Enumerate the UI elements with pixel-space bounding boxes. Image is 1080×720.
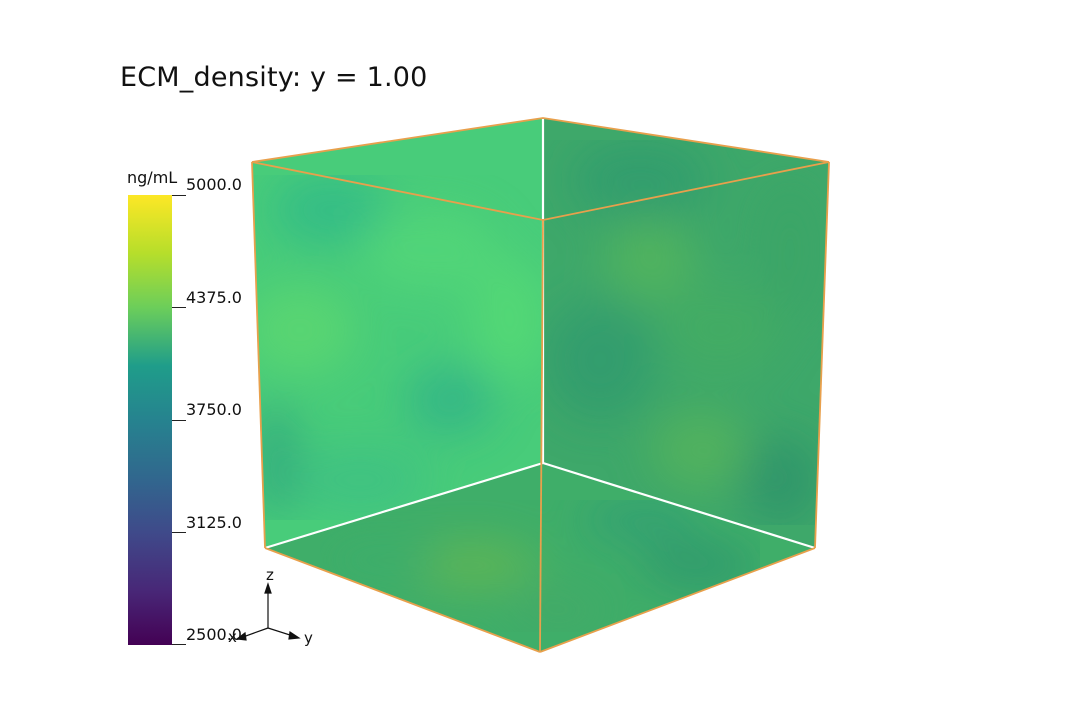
colorbar-tick-label: 4375.0: [186, 288, 242, 307]
colorbar-tick-mark: [172, 195, 186, 196]
axis-label-x: x: [228, 628, 237, 646]
axis-label-y: y: [304, 629, 313, 647]
bounding-box: [251, 117, 830, 653]
bbox-edge: [251, 161, 266, 549]
colorbar-tick-label: 5000.0: [186, 175, 242, 194]
inner-edge: [264, 461, 544, 550]
colorbar-tick-mark: [172, 644, 186, 645]
colorbar-gradient: [128, 195, 172, 645]
colorbar-unit-label: ng/mL: [127, 168, 178, 187]
bbox-edge: [539, 547, 816, 653]
colorbar-tick-label: 2500.0: [186, 625, 242, 644]
colorbar-tick-mark: [172, 420, 186, 421]
left-face: [252, 118, 543, 548]
axes-triad: [235, 582, 301, 641]
colorbar-tick-label: 3750.0: [186, 400, 242, 419]
plot-title: ECM_density: y = 1.00: [120, 62, 428, 93]
inner-edge: [542, 461, 816, 550]
bbox-edge: [814, 161, 830, 549]
axis-label-z: z: [266, 566, 274, 584]
back-face: [543, 118, 829, 548]
colorbar-tick-mark: [172, 307, 186, 308]
colorbar-tick-label: 3125.0: [186, 513, 242, 532]
bbox-edge: [264, 547, 541, 653]
colorbar-tick-mark: [172, 532, 186, 533]
bbox-edge: [539, 219, 544, 653]
